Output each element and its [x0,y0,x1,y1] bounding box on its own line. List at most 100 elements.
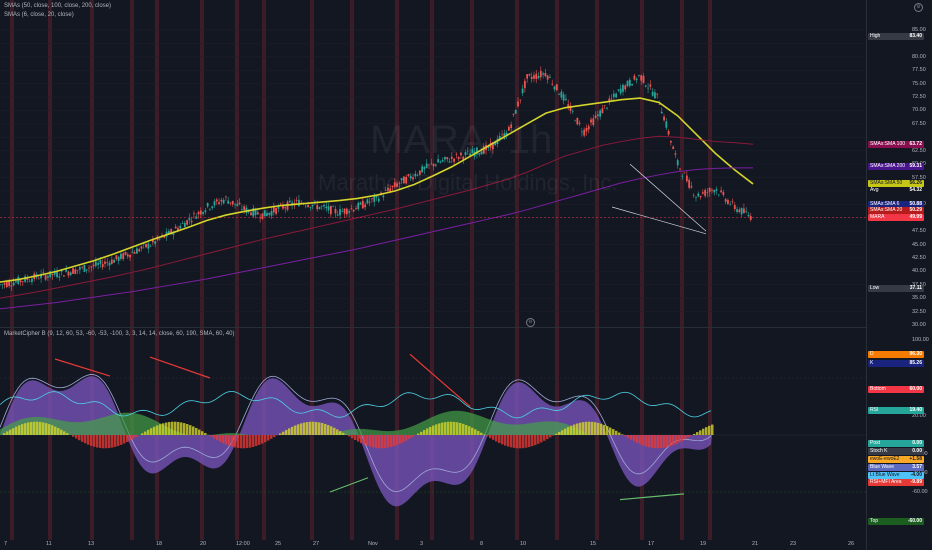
candle-body [359,202,362,205]
vwap-bar [642,435,645,446]
candle-body [74,269,77,274]
candle-body [348,211,351,213]
vwap-bar [573,424,576,435]
candle-body [430,163,433,164]
vwap-bar [615,430,618,435]
osc-tick: 20.00 [912,413,926,419]
candle-body [749,216,752,220]
price-tick: 45.00 [912,241,926,248]
settings-gear-icon[interactable]: ⚙ [914,3,923,12]
candle-body [307,204,309,207]
vwap-bar [201,431,204,435]
candle-body [423,167,426,170]
trendline-upper [629,163,707,232]
time-tick: 3 [420,541,424,547]
vwap-bar [480,432,483,435]
candle-body [304,205,307,207]
badge-value: 56.26 [909,180,922,186]
sma-line-sma-100 [0,135,754,299]
candle-body [622,84,624,92]
vwap-bar [408,435,411,439]
candle-body [47,276,49,278]
candle-body [711,189,713,191]
candle-body [151,239,154,243]
vwap-bar [555,433,558,435]
candle-body [218,202,220,205]
candle-body [384,190,387,191]
candle-body [145,243,147,248]
legend-oscillator[interactable]: MarketCipher B (9, 12, 60, 53, -60, -53,… [4,331,235,337]
candle-body [309,207,312,208]
badge-tag: SMAs:SMA 100 [870,141,906,147]
vwap-bar [378,435,381,449]
badge-value: 54.32 [909,187,922,193]
candle-body [254,208,257,215]
candle-body [343,208,346,214]
candle-body [277,206,280,209]
vwap-bar [645,435,648,447]
vwap-bar [126,435,129,443]
candle-body [414,173,417,177]
candle-body [471,149,474,154]
candle-body [669,140,672,143]
candle-body [282,205,284,209]
badge-tag: SMAs:SMA 6 [870,201,900,207]
legend-sma-long[interactable]: SMAs (50, close, 100, close, 200, close) [4,3,112,9]
vwap-bar [513,435,516,448]
vwap-bar [507,435,510,447]
candle-body [268,212,271,215]
candle-body [555,84,558,91]
bearish-divergence-line [54,358,111,377]
candle-body [405,176,408,184]
candle-body [640,75,643,81]
collapse-pane-icon[interactable]: ⊖ [526,318,535,327]
vwap-bar [48,424,51,435]
candle-body [512,113,515,115]
candle-body [571,111,574,112]
candle-body [252,208,255,217]
candle-body [480,151,483,155]
candle-body [97,263,100,265]
candle-body [681,175,684,177]
vwap-bar [72,435,75,437]
candle-body [731,201,734,202]
vwap-bar [612,429,615,435]
price-label-badge: SMAs:SMA 6 50.88 [868,201,924,208]
vwap-bar [708,425,711,435]
sma-line-sma-200 [0,167,754,310]
vwap-bar [627,435,630,438]
candle-body [78,267,81,270]
candle-body [553,86,556,90]
vwap-bar [675,435,678,444]
badge-tag: Post [870,440,881,446]
vwap-bar [120,435,123,445]
legend-sma-short[interactable]: SMAs (6, close, 20, close) [4,12,74,18]
candle-body [635,78,638,81]
pane-divider[interactable] [0,327,932,328]
vwap-bar [504,435,507,446]
vwap-bar [132,435,135,439]
candle-body [101,264,104,268]
vwap-bar [411,435,414,438]
candle-body [371,198,373,200]
candle-body [229,202,232,204]
vwap-bar [315,421,318,435]
vwap-bar [81,435,84,442]
vwap-bar [189,425,192,435]
candle-body [67,271,70,276]
vwap-bar [390,435,393,447]
time-tick: 27 [313,541,320,547]
candle-body [94,261,97,266]
candle-body [149,245,152,247]
vwap-bar [249,435,252,448]
vwap-bar [363,435,366,445]
candle-body [654,92,656,99]
session-band [395,0,399,540]
vwap-bar [357,435,360,442]
candle-body [631,83,634,86]
vwap-bar [648,435,651,448]
vwap-bar [264,435,267,443]
candle-body [181,223,184,224]
